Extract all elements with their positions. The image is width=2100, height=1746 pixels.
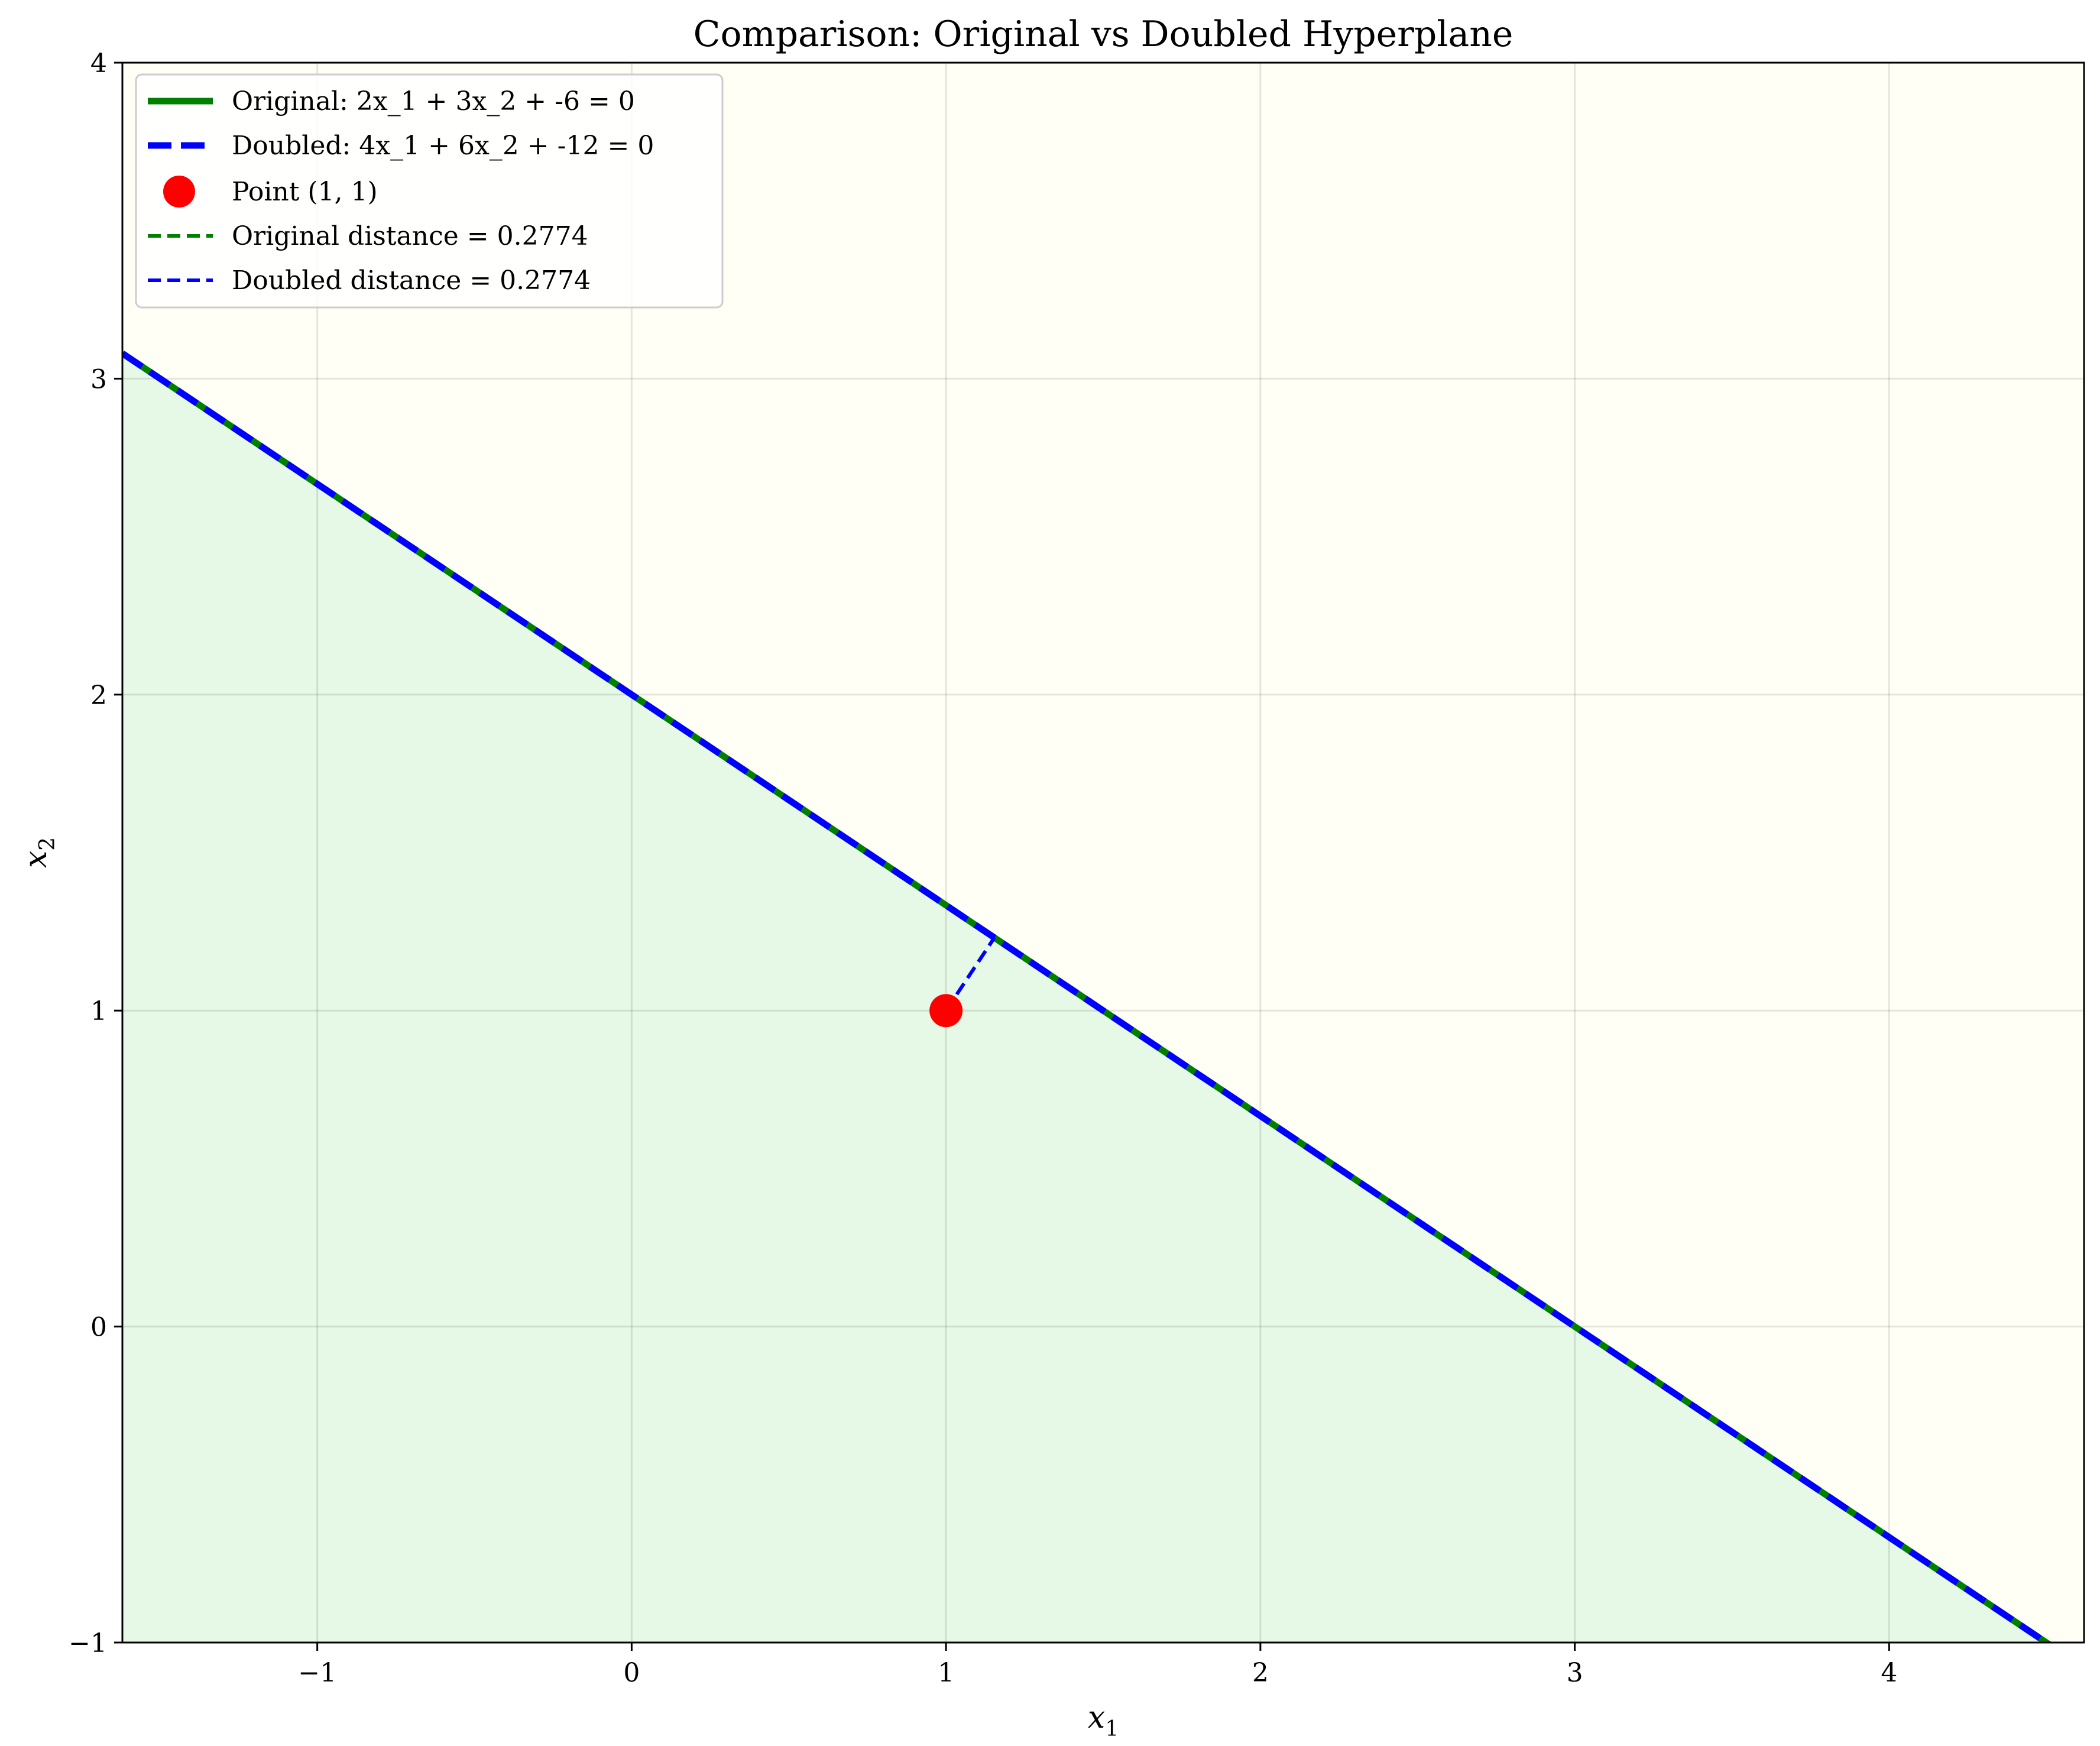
series-layer <box>122 351 2053 1643</box>
legend: Original: 2x_1 + 3x_2 + -6 = 0 Doubled: … <box>135 73 724 309</box>
legend-swatch-point <box>163 176 195 208</box>
y-tick-label-0: −1 <box>69 1628 107 1658</box>
plot-area <box>122 63 2084 1643</box>
legend-label-original-distance: Original distance = 0.2774 <box>232 221 588 251</box>
x-axis-label-sub: 1 <box>1105 1717 1119 1741</box>
legend-label-doubled-distance: Doubled distance = 0.2774 <box>232 265 591 296</box>
series-doubled-distance <box>944 937 996 1012</box>
x-tick-label-5: 4 <box>1881 1658 1897 1688</box>
y-tick-label-2: 1 <box>90 996 107 1026</box>
legend-label-doubled-line: Doubled: 4x_1 + 6x_2 + -12 = 0 <box>232 131 654 161</box>
legend-label-point: Point (1, 1) <box>232 177 378 207</box>
x-tick-label-1: 0 <box>623 1658 640 1688</box>
legend-label-original-line: Original: 2x_1 + 3x_2 + -6 = 0 <box>232 86 635 116</box>
chart-title: Comparison: Original vs Doubled Hyperpla… <box>693 14 1514 55</box>
y-axis: −1 0 1 2 3 4 <box>69 48 122 1658</box>
region-below <box>122 353 2084 1643</box>
x-tick-label-2: 1 <box>938 1658 954 1688</box>
y-tick-label-5: 4 <box>90 48 107 79</box>
plot-frame <box>121 61 2085 1644</box>
legend-box <box>135 73 724 309</box>
y-tick-label-1: 0 <box>90 1313 107 1343</box>
grid <box>122 63 2084 1643</box>
series-point-marker <box>929 994 963 1028</box>
y-axis-label-sub: 2 <box>35 837 60 851</box>
x-axis: −1 0 1 2 3 4 <box>298 1643 1897 1688</box>
region-above <box>122 63 2084 1643</box>
y-axis-label-main: x <box>18 851 54 868</box>
x-tick-label-0: −1 <box>298 1658 336 1688</box>
series-doubled-line <box>122 351 2053 1643</box>
x-tick-label-4: 3 <box>1567 1658 1583 1688</box>
x-axis-label: x1 <box>1088 1700 1119 1741</box>
y-tick-label-3: 2 <box>90 681 107 711</box>
y-tick-label-4: 3 <box>90 364 107 394</box>
x-axis-label-main: x <box>1088 1700 1105 1735</box>
y-axis-label: x2 <box>18 837 60 868</box>
x-tick-label-3: 2 <box>1252 1658 1269 1688</box>
